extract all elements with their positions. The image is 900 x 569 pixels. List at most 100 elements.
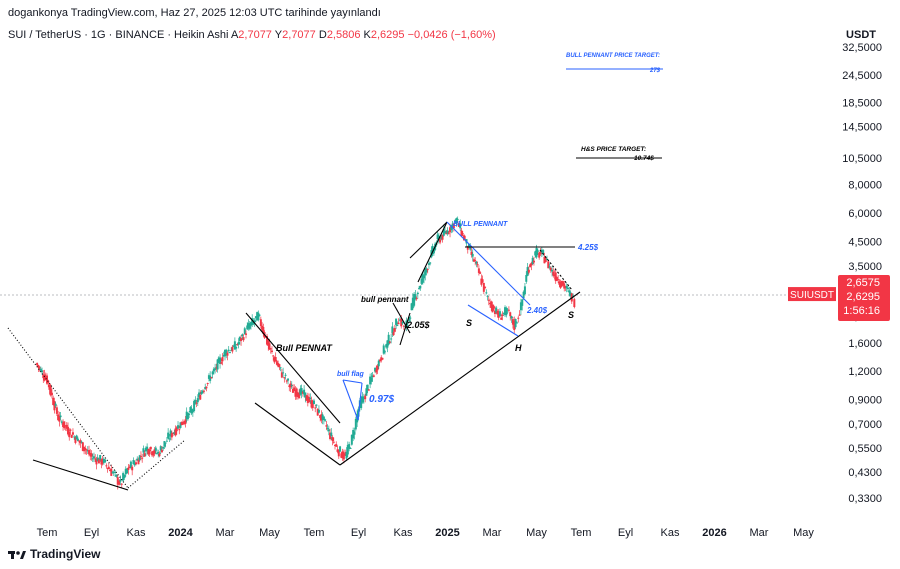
candle-body: [485, 292, 488, 294]
candle-body: [545, 258, 548, 260]
candle-body: [552, 271, 555, 276]
candle-body: [97, 459, 100, 464]
candle-body: [474, 260, 477, 262]
candle-body: [119, 479, 122, 482]
candle-body: [535, 247, 538, 258]
chart-annotation: BULL PENNANT: [453, 221, 508, 228]
candle-body: [309, 397, 312, 400]
candle-body: [482, 282, 485, 292]
drawing-line: [342, 379, 363, 384]
candle-body: [563, 283, 566, 289]
candle-body: [369, 376, 372, 385]
candle-body: [446, 230, 449, 235]
candle-body: [205, 386, 208, 389]
y-tick-label: 4,5000: [848, 236, 882, 248]
candle-body: [495, 307, 498, 313]
candle-body: [300, 388, 303, 394]
footer-brand[interactable]: TradingView: [8, 547, 100, 561]
candle-body: [471, 253, 474, 257]
candle-body: [294, 389, 297, 397]
candle-body: [107, 466, 110, 469]
candle-body: [402, 325, 405, 327]
x-tick-label: May: [259, 527, 280, 539]
candle-body: [390, 338, 393, 340]
ohlc-change: −0,0426 (−1,60%): [407, 29, 496, 41]
candle-body: [395, 318, 398, 325]
candle-body: [486, 295, 489, 297]
y-tick-label: 14,5000: [842, 121, 882, 133]
y-tick-label: 1,6000: [848, 338, 882, 350]
candle-body: [367, 389, 370, 391]
candle-body: [100, 459, 103, 465]
candle-body: [408, 316, 411, 321]
candle-body: [560, 280, 563, 287]
x-tick-label: Tem: [304, 527, 325, 539]
candle-body: [513, 321, 516, 331]
candle-body: [539, 252, 542, 255]
candle-body: [492, 305, 495, 309]
candle-body: [94, 458, 97, 460]
candle-body: [68, 431, 71, 438]
candle-body: [241, 334, 244, 337]
drawing-line: [446, 221, 531, 306]
candle-body: [440, 236, 443, 239]
candle-body: [162, 446, 165, 449]
drawing-line: [342, 379, 359, 421]
ohlc-high: Y2,7077: [274, 29, 316, 41]
candle-body: [392, 332, 395, 336]
candle-body: [284, 374, 287, 376]
candle-body: [63, 421, 66, 428]
candle-body: [444, 230, 447, 233]
candle-body: [476, 264, 479, 266]
candle-body: [348, 444, 351, 449]
candle-body: [558, 281, 561, 285]
candle-body: [233, 341, 236, 350]
candle-body: [267, 340, 270, 346]
candle-body: [177, 425, 180, 429]
symbol-label[interactable]: SUI / TetherUS · 1G · BINANCE · Heikin A…: [8, 29, 229, 41]
candle-body: [339, 446, 342, 452]
drawing-line: [417, 221, 448, 283]
x-tick-label: 2026: [702, 527, 726, 539]
candle-body: [141, 457, 144, 459]
drawing-line: [32, 459, 129, 491]
candle-body: [71, 432, 74, 435]
candle-body: [147, 449, 150, 455]
candle-body: [436, 234, 439, 240]
candle-body: [326, 427, 329, 429]
candle-body: [39, 368, 42, 371]
symbol-price-tag: [788, 287, 836, 302]
candle-body: [461, 233, 464, 235]
candle-body: [295, 388, 298, 396]
candle-body: [129, 461, 132, 469]
candle-body: [57, 414, 60, 421]
candle-body: [266, 335, 269, 345]
x-tick-label: Kas: [661, 527, 680, 539]
candle-body: [249, 322, 252, 326]
candle-body: [258, 314, 261, 316]
candle-body: [138, 455, 141, 461]
candle-body: [53, 401, 56, 411]
candle-body: [76, 438, 79, 441]
currency-label[interactable]: USDT: [846, 29, 876, 41]
candle-body: [349, 447, 352, 449]
candle-body: [306, 396, 309, 403]
candle-body: [110, 468, 113, 476]
candle-body: [568, 290, 571, 293]
candle-body: [148, 449, 151, 455]
candle-body: [158, 453, 161, 457]
candle-body: [123, 474, 126, 479]
candle-body: [64, 425, 67, 427]
candle-body: [345, 451, 348, 459]
candle-body: [311, 402, 314, 409]
candle-body: [133, 462, 136, 466]
candle-body: [189, 407, 192, 412]
candle-body: [551, 269, 554, 272]
candle-body: [142, 448, 145, 453]
candle-body: [268, 343, 271, 350]
candle-body: [509, 312, 512, 317]
candle-body: [55, 407, 58, 414]
candle-body: [159, 446, 162, 451]
candle-body: [62, 422, 65, 427]
